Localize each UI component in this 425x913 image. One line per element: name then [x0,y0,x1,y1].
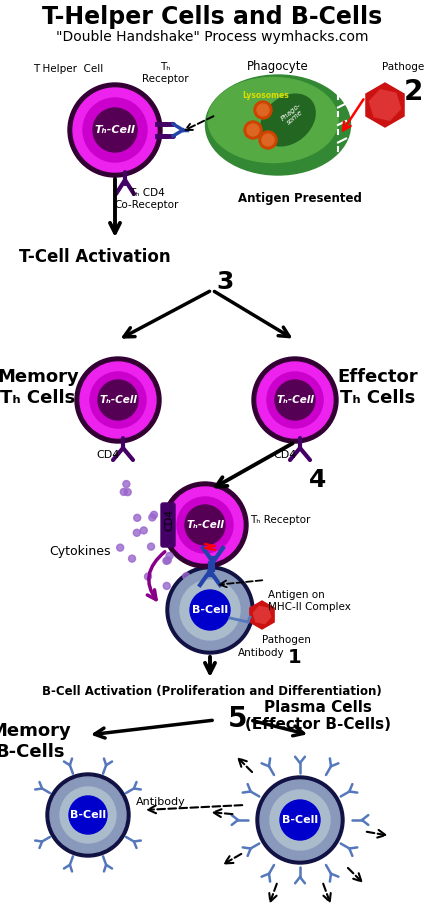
Circle shape [128,555,136,562]
Circle shape [166,552,173,560]
Circle shape [196,603,203,610]
Text: B-Cell: B-Cell [282,815,318,825]
FancyBboxPatch shape [161,503,175,547]
Text: Pathogen: Pathogen [382,62,425,72]
Circle shape [257,104,269,116]
Text: T-Cell Activation: T-Cell Activation [19,248,171,266]
Circle shape [120,488,128,496]
Circle shape [68,83,162,177]
Circle shape [134,514,141,521]
Circle shape [163,582,170,590]
FancyArrowPatch shape [147,551,165,600]
Text: Antibody: Antibody [238,648,285,658]
Circle shape [166,566,254,654]
Text: Memory
B-Cells: Memory B-Cells [0,722,71,761]
Circle shape [69,796,107,834]
Circle shape [117,544,124,551]
Text: B-Cell Activation (Proliferation and Differentiation): B-Cell Activation (Proliferation and Dif… [42,685,382,698]
Circle shape [262,134,274,146]
Text: Cytokines: Cytokines [49,545,111,558]
Circle shape [80,362,156,438]
Text: CD4: CD4 [164,509,174,531]
Circle shape [270,790,330,850]
Circle shape [140,527,147,534]
Circle shape [259,131,277,149]
Text: "Double Handshake" Process wymhacks.com: "Double Handshake" Process wymhacks.com [56,30,368,44]
Circle shape [83,98,147,162]
Text: Antigen Presented: Antigen Presented [238,192,362,205]
Text: 4: 4 [309,468,327,492]
Circle shape [124,488,131,496]
Text: Phagocyte: Phagocyte [247,60,309,73]
Circle shape [149,514,156,521]
Circle shape [247,124,259,136]
Ellipse shape [206,75,351,175]
Text: Tₕ Receptor: Tₕ Receptor [250,515,310,525]
Circle shape [280,800,320,840]
Circle shape [257,362,333,438]
Circle shape [46,773,130,857]
Text: Pathogen: Pathogen [262,635,311,645]
Text: Tₕ CD4
Co-Receptor: Tₕ CD4 Co-Receptor [115,188,179,210]
Text: Tₕ-Cell: Tₕ-Cell [99,395,137,405]
Circle shape [177,497,233,553]
Text: Tₕ-Cell: Tₕ-Cell [276,395,314,405]
Circle shape [144,573,151,580]
Text: T-Helper Cells and B-Cells: T-Helper Cells and B-Cells [42,5,382,29]
Circle shape [267,372,323,428]
Ellipse shape [208,78,338,163]
Circle shape [170,570,250,650]
Circle shape [75,357,161,443]
Circle shape [164,557,171,563]
Circle shape [244,121,262,139]
Text: Effector
Tₕ Cells: Effector Tₕ Cells [338,368,418,407]
Text: Lysosomes: Lysosomes [243,90,289,100]
Text: B-Cell: B-Cell [192,605,228,615]
Text: 3: 3 [216,270,234,294]
Text: CD4: CD4 [273,450,297,460]
Text: B-Cell: B-Cell [70,810,106,820]
Circle shape [260,780,340,860]
Circle shape [252,357,338,443]
Text: T Helper  Cell: T Helper Cell [33,64,103,74]
Text: Phago-
some: Phago- some [280,102,306,128]
Circle shape [167,487,243,563]
Circle shape [90,372,146,428]
Text: Plasma Cells
(Effector B-Cells): Plasma Cells (Effector B-Cells) [245,700,391,732]
Circle shape [162,482,248,568]
Circle shape [133,530,140,536]
Circle shape [98,380,138,420]
Circle shape [256,776,344,864]
Circle shape [185,505,225,545]
Text: Tₕ-Cell: Tₕ-Cell [186,520,224,530]
Circle shape [180,580,240,640]
Text: CD4: CD4 [96,450,120,460]
Circle shape [93,108,137,152]
Circle shape [60,787,116,843]
Text: Tₕ-Cell: Tₕ-Cell [95,125,136,135]
Text: Antigen on
MHC-II Complex: Antigen on MHC-II Complex [268,590,351,612]
Circle shape [275,380,315,420]
Text: Memory
Tₕ Cells: Memory Tₕ Cells [0,368,79,407]
Circle shape [163,557,170,564]
Text: 2: 2 [403,78,423,106]
Circle shape [254,101,272,119]
Text: 5: 5 [228,705,248,733]
Circle shape [190,590,230,630]
Circle shape [123,480,130,488]
Circle shape [150,511,158,519]
Circle shape [50,777,126,853]
Circle shape [183,572,190,580]
Text: 1: 1 [288,648,302,667]
Text: Tₕ
Receptor: Tₕ Receptor [142,62,188,84]
Circle shape [73,88,157,172]
Circle shape [147,543,155,551]
Text: Antibody: Antibody [136,797,186,807]
Ellipse shape [261,94,315,146]
